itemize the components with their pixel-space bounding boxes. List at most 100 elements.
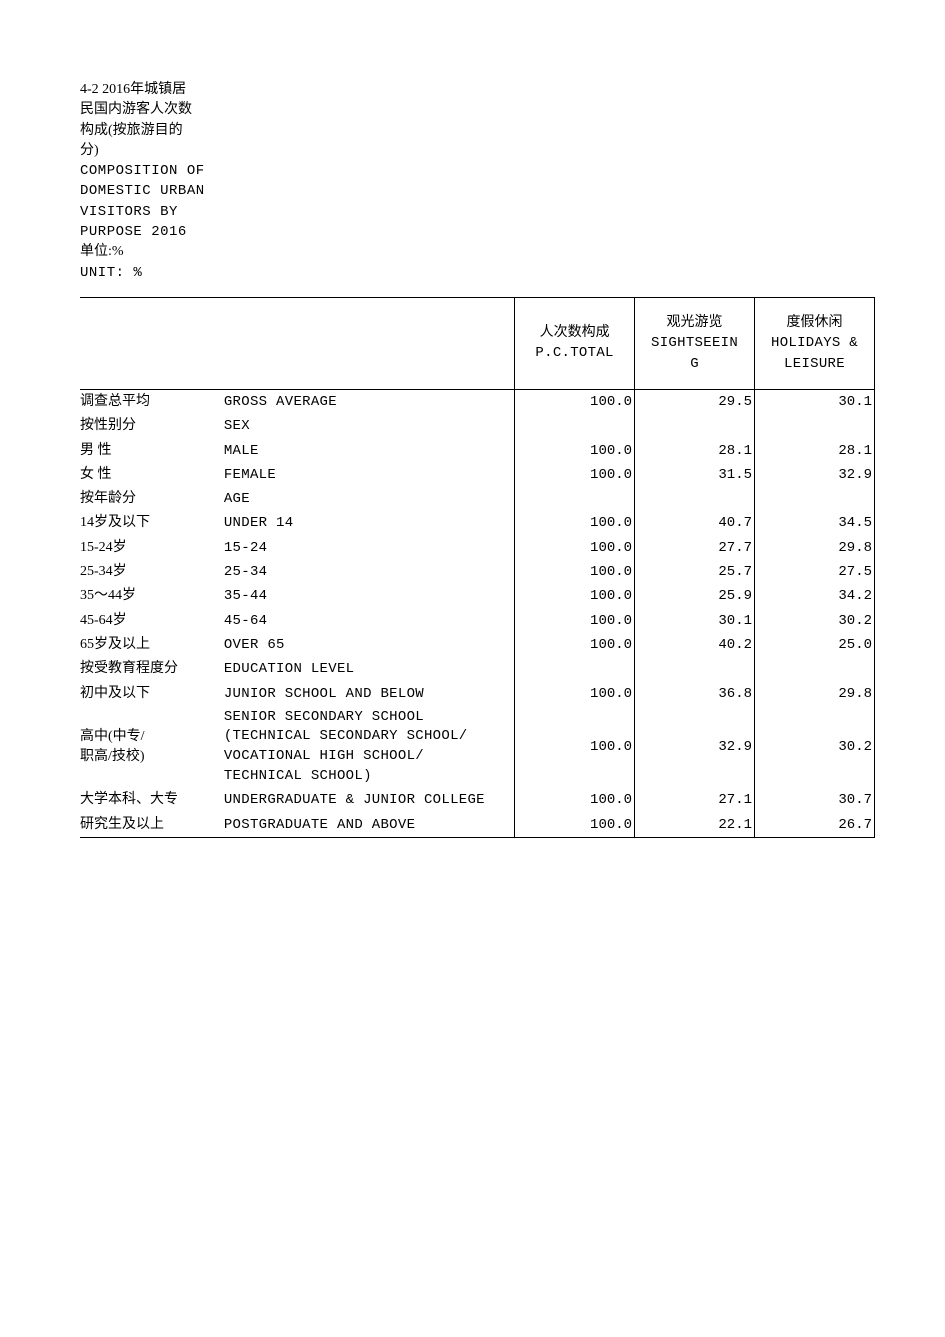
cell-value: 40.7 [635,511,755,535]
cell-value [515,487,635,511]
cell-value: 100.0 [515,633,635,657]
title-en-line: PURPOSE 2016 [80,222,225,242]
row-label-en: SENIOR SECONDARY SCHOOL(TECHNICAL SECOND… [220,706,515,788]
cell-value: 28.1 [755,439,875,463]
row-label-cn: 45-64岁 [80,609,220,633]
cell-value [635,487,755,511]
cell-value: 26.7 [755,813,875,838]
row-label-en: OVER 65 [220,633,515,657]
table-row: 45-64岁45-64100.030.130.2 [80,609,875,633]
row-label-en: FEMALE [220,463,515,487]
row-label-en: 45-64 [220,609,515,633]
unit-en: UNIT: % [80,263,225,283]
title-cn-line: 构成(按旅游目的 [80,121,225,141]
cell-value [515,657,635,681]
table-row: 研究生及以上POSTGRADUATE AND ABOVE100.022.126.… [80,813,875,838]
title-cn-line: 民国内游客人次数 [80,100,225,120]
cell-value: 27.5 [755,560,875,584]
row-label-en: UNDER 14 [220,511,515,535]
cell-value: 40.2 [635,633,755,657]
title-cn-line: 4-2 2016年城镇居 [80,80,225,100]
title-en-line: DOMESTIC URBAN [80,181,225,201]
row-label-en: EDUCATION LEVEL [220,657,515,681]
row-label-cn: 调查总平均 [80,389,220,414]
table-row: 15-24岁15-24100.027.729.8 [80,536,875,560]
table-body: 调查总平均GROSS AVERAGE100.029.530.1按性别分SEX男 … [80,389,875,837]
cell-value [755,657,875,681]
cell-value: 100.0 [515,584,635,608]
cell-value: 100.0 [515,560,635,584]
cell-value: 29.8 [755,682,875,706]
cell-value: 30.1 [635,609,755,633]
cell-value: 25.0 [755,633,875,657]
table-row: 高中(中专/职高/技校)SENIOR SECONDARY SCHOOL(TECH… [80,706,875,788]
cell-value: 100.0 [515,706,635,788]
table-row: 按受教育程度分EDUCATION LEVEL [80,657,875,681]
row-label-cn: 按性别分 [80,414,220,438]
cell-value: 30.1 [755,389,875,414]
cell-value: 32.9 [635,706,755,788]
cell-value: 34.5 [755,511,875,535]
cell-value: 25.9 [635,584,755,608]
title-cn-line: 分) [80,141,225,161]
cell-value: 29.5 [635,389,755,414]
cell-value [635,414,755,438]
unit-cn: 单位:% [80,242,225,262]
cell-value: 100.0 [515,389,635,414]
cell-value: 30.2 [755,706,875,788]
row-label-en: JUNIOR SCHOOL AND BELOW [220,682,515,706]
col-header-sightseeing: 观光游览 SIGHTSEEING [635,297,755,389]
col-header-total: 人次数构成 P.C.TOTAL [515,297,635,389]
cell-value: 100.0 [515,609,635,633]
col-header-holidays: 度假休闲 HOLIDAYS &LEISURE [755,297,875,389]
document-header: 4-2 2016年城镇居 民国内游客人次数 构成(按旅游目的 分) COMPOS… [80,80,225,283]
row-label-cn: 初中及以下 [80,682,220,706]
data-table: 人次数构成 P.C.TOTAL 观光游览 SIGHTSEEING 度假休闲 HO… [80,297,875,838]
row-label-en: POSTGRADUATE AND ABOVE [220,813,515,838]
row-label-cn: 高中(中专/职高/技校) [80,706,220,788]
cell-value [755,414,875,438]
cell-value: 27.7 [635,536,755,560]
table-row: 25-34岁25-34100.025.727.5 [80,560,875,584]
row-label-en: SEX [220,414,515,438]
row-label-cn: 大学本科、大专 [80,788,220,812]
header-blank [80,297,515,389]
cell-value: 22.1 [635,813,755,838]
cell-value: 36.8 [635,682,755,706]
row-label-cn: 按受教育程度分 [80,657,220,681]
cell-value: 100.0 [515,439,635,463]
row-label-en: 25-34 [220,560,515,584]
cell-value: 100.0 [515,682,635,706]
row-label-cn: 女 性 [80,463,220,487]
cell-value: 27.1 [635,788,755,812]
cell-value: 100.0 [515,788,635,812]
cell-value: 100.0 [515,813,635,838]
cell-value [635,657,755,681]
row-label-cn: 15-24岁 [80,536,220,560]
table-row: 女 性FEMALE100.031.532.9 [80,463,875,487]
table-row: 14岁及以下UNDER 14100.040.734.5 [80,511,875,535]
row-label-en: AGE [220,487,515,511]
row-label-cn: 25-34岁 [80,560,220,584]
cell-value: 31.5 [635,463,755,487]
cell-value: 100.0 [515,536,635,560]
row-label-cn: 35～44岁 [80,584,220,608]
cell-value [515,414,635,438]
row-label-cn: 按年龄分 [80,487,220,511]
title-en-line: VISITORS BY [80,202,225,222]
cell-value: 30.2 [755,609,875,633]
table-row: 大学本科、大专UNDERGRADUATE & JUNIOR COLLEGE100… [80,788,875,812]
table-row: 35～44岁35-44100.025.934.2 [80,584,875,608]
cell-value: 25.7 [635,560,755,584]
cell-value: 100.0 [515,463,635,487]
table-row: 男 性MALE100.028.128.1 [80,439,875,463]
table-row: 初中及以下JUNIOR SCHOOL AND BELOW100.036.829.… [80,682,875,706]
cell-value: 100.0 [515,511,635,535]
cell-value: 34.2 [755,584,875,608]
cell-value: 28.1 [635,439,755,463]
row-label-cn: 14岁及以下 [80,511,220,535]
title-en-line: COMPOSITION OF [80,161,225,181]
row-label-en: GROSS AVERAGE [220,389,515,414]
cell-value: 29.8 [755,536,875,560]
cell-value: 32.9 [755,463,875,487]
